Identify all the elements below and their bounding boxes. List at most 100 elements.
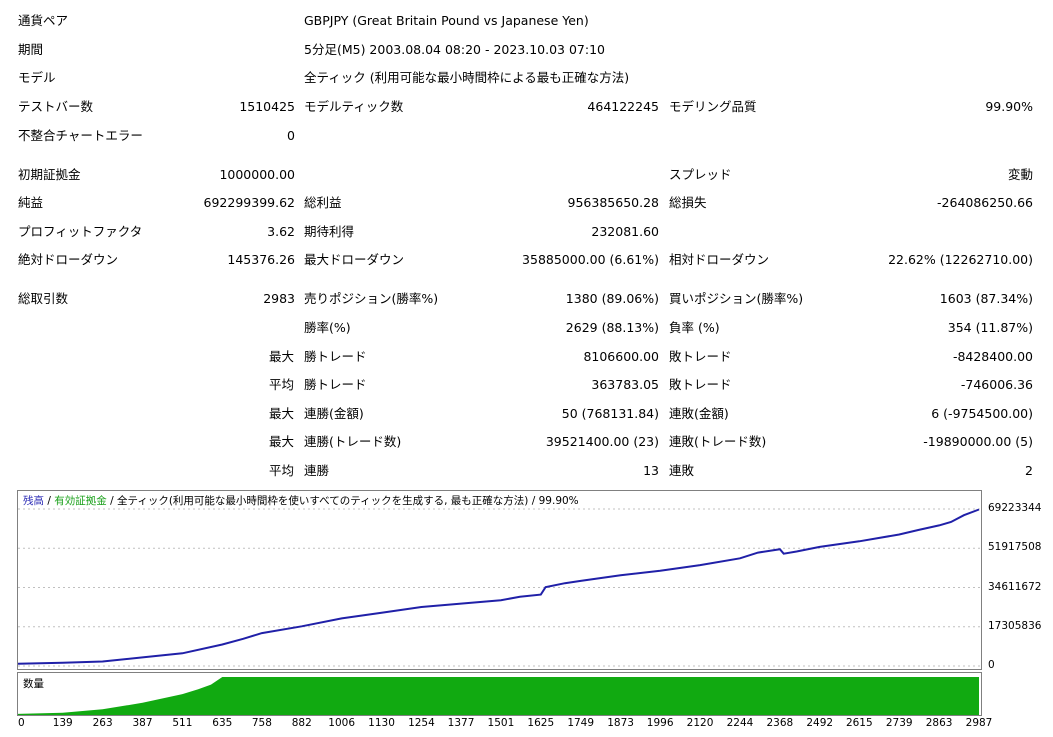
x-tick-label-9: 1130 bbox=[368, 717, 395, 729]
row-symbol: 通貨ペア GBPJPY (Great Britain Pound vs Japa… bbox=[0, 9, 1053, 33]
row-bars: テストバー数 1510425 モデルティック数 464122245 モデリング品… bbox=[0, 95, 1053, 119]
net-value: 692299399.62 bbox=[203, 195, 295, 210]
ticks-label: モデルティック数 bbox=[304, 99, 404, 114]
max-dd-value: 35885000.00 (6.61%) bbox=[522, 252, 659, 267]
long-value: 1603 (87.34%) bbox=[939, 291, 1033, 306]
x-tick-label-13: 1625 bbox=[527, 717, 555, 729]
max-win-label: 勝トレード bbox=[304, 349, 367, 364]
short-value: 1380 (89.06%) bbox=[565, 291, 659, 306]
expected-label: 期待利得 bbox=[304, 224, 355, 239]
row-pf: プロフィットファクタ 3.62 期待利得 232081.60 bbox=[0, 220, 1053, 244]
avg-prefix-2: 平均 bbox=[268, 463, 294, 478]
legend-balance: 残高 bbox=[23, 495, 44, 507]
x-tick-label-10: 1254 bbox=[408, 717, 435, 729]
pf-label: プロフィットファクタ bbox=[18, 224, 143, 239]
short-label: 売りポジション(勝率%) bbox=[304, 291, 439, 306]
row-avg-trade: 平均 勝トレード 363783.05 敗トレード -746006.36 bbox=[0, 373, 1053, 397]
x-tick-label-4: 511 bbox=[172, 717, 193, 729]
max-loss-value: -8428400.00 bbox=[952, 349, 1033, 364]
x-tick-label-20: 2492 bbox=[806, 717, 834, 729]
max-loss-label: 敗トレード bbox=[669, 349, 732, 364]
expected-value: 232081.60 bbox=[591, 224, 659, 239]
period-label: 期間 bbox=[18, 42, 44, 57]
avg-consec-win-label: 連勝 bbox=[304, 463, 330, 478]
volume-chart: 数量 bbox=[17, 672, 982, 716]
gross-profit-label: 総利益 bbox=[304, 195, 342, 210]
mismatch-value: 0 bbox=[287, 128, 295, 143]
trades-label: 総取引数 bbox=[18, 291, 69, 306]
max-consec-win-cnt-value: 39521400.00 (23) bbox=[545, 434, 659, 449]
x-tick-label-16: 1996 bbox=[646, 717, 674, 729]
x-tick-label-19: 2368 bbox=[766, 717, 794, 729]
y-tick-label-0: 69223344 bbox=[988, 502, 1042, 514]
row-mismatch: 不整合チャートエラー 0 bbox=[0, 124, 1053, 148]
x-tick-label-24: 2987 bbox=[965, 717, 993, 729]
gross-profit-value: 956385650.28 bbox=[567, 195, 659, 210]
x-tick-label-1: 139 bbox=[52, 717, 73, 729]
avg-loss-label: 敗トレード bbox=[669, 377, 732, 392]
symbol-label: 通貨ペア bbox=[18, 13, 69, 28]
row-net: 純益 692299399.62 総利益 956385650.28 総損失 -26… bbox=[0, 191, 1053, 215]
avg-loss-value: -746006.36 bbox=[960, 377, 1033, 392]
legend-sep: / bbox=[47, 495, 55, 507]
volume-label: 数量 bbox=[23, 678, 44, 690]
model-value: 全ティック (利用可能な最小時間枠による最も正確な方法) bbox=[304, 70, 630, 85]
row-avg-consec: 平均 連勝 13 連敗 2 bbox=[0, 459, 1053, 483]
winrate-label: 勝率(%) bbox=[304, 320, 351, 335]
spread-value: 変動 bbox=[1007, 167, 1033, 182]
trades-value: 2983 bbox=[263, 291, 295, 306]
row-deposit: 初期証拠金 1000000.00 スプレッド 変動 bbox=[0, 163, 1053, 187]
series-line-0 bbox=[18, 508, 980, 665]
avg-consec-win-value: 13 bbox=[643, 463, 659, 478]
abs-dd-value: 145376.26 bbox=[227, 252, 295, 267]
max-consec-win-amt-value: 50 (768131.84) bbox=[561, 406, 659, 421]
avg-win-value: 363783.05 bbox=[591, 377, 659, 392]
pf-value: 3.62 bbox=[267, 224, 295, 239]
quality-label: モデリング品質 bbox=[669, 99, 757, 114]
x-tick-label-23: 2863 bbox=[925, 717, 953, 729]
ticks-value: 464122245 bbox=[587, 99, 659, 114]
gross-loss-label: 総損失 bbox=[669, 195, 707, 210]
x-tick-label-15: 1873 bbox=[607, 717, 634, 729]
row-model: モデル 全ティック (利用可能な最小時間枠による最も正確な方法) bbox=[0, 66, 1053, 90]
row-period: 期間 5分足(M5) 2003.08.04 08:20 - 2023.10.03… bbox=[0, 38, 1053, 62]
rel-dd-label: 相対ドローダウン bbox=[669, 252, 770, 267]
x-tick-label-7: 882 bbox=[291, 717, 312, 729]
y-tick-label-3: 17305836 bbox=[988, 619, 1042, 632]
winrate-value: 2629 (88.13%) bbox=[565, 320, 659, 335]
x-tick-label-12: 1501 bbox=[487, 717, 515, 729]
model-label: モデル bbox=[18, 70, 56, 85]
y-tick-label-1: 51917508 bbox=[988, 541, 1042, 554]
net-label: 純益 bbox=[18, 195, 44, 210]
x-tick-label-2: 263 bbox=[92, 717, 113, 729]
mismatch-label: 不整合チャートエラー bbox=[18, 128, 143, 143]
x-tick-label-14: 1749 bbox=[567, 717, 595, 729]
x-tick-label-11: 1377 bbox=[447, 717, 475, 729]
x-tick-label-17: 2120 bbox=[686, 717, 714, 729]
row-trades: 総取引数 2983 売りポジション(勝率%) 1380 (89.06%) 買いポ… bbox=[0, 287, 1053, 311]
row-winrate: 勝率(%) 2629 (88.13%) 負率 (%) 354 (11.87%) bbox=[0, 316, 1053, 340]
x-tick-label-8: 1006 bbox=[328, 717, 356, 729]
max-consec-loss-amt-value: 6 (-9754500.00) bbox=[931, 406, 1033, 421]
x-tick-label-3: 387 bbox=[132, 717, 153, 729]
spread-label: スプレッド bbox=[669, 167, 732, 182]
row-max-trade: 最大 勝トレード 8106600.00 敗トレード -8428400.00 bbox=[0, 345, 1053, 369]
max-consec-loss-amt-label: 連敗(金額) bbox=[669, 406, 729, 421]
deposit-value: 1000000.00 bbox=[219, 167, 295, 182]
volume-area bbox=[18, 677, 979, 715]
x-tick-label-0: 0 bbox=[18, 717, 25, 729]
row-max-consec-cnt: 最大 連勝(トレード数) 39521400.00 (23) 連敗(トレード数) … bbox=[0, 430, 1053, 454]
bars-value: 1510425 bbox=[239, 99, 295, 114]
balance-chart: 残高 / 有効証拠金 / 全ティック(利用可能な最小時間枠を使いすべてのティック… bbox=[17, 490, 982, 670]
volume-chart-svg bbox=[18, 677, 979, 715]
abs-dd-label: 絶対ドローダウン bbox=[18, 252, 119, 267]
y-tick-label-2: 34611672 bbox=[988, 580, 1042, 593]
long-label: 買いポジション(勝率%) bbox=[669, 291, 804, 306]
max-consec-loss-cnt-value: -19890000.00 (5) bbox=[923, 434, 1033, 449]
lossrate-value: 354 (11.87%) bbox=[947, 320, 1033, 335]
chart-legend: 残高 / 有効証拠金 / 全ティック(利用可能な最小時間枠を使いすべてのティック… bbox=[23, 493, 579, 508]
avg-consec-loss-label: 連敗 bbox=[669, 463, 695, 478]
rel-dd-value: 22.62% (12262710.00) bbox=[888, 252, 1033, 267]
max-prefix-2: 最大 bbox=[268, 406, 294, 421]
avg-win-label: 勝トレード bbox=[304, 377, 367, 392]
